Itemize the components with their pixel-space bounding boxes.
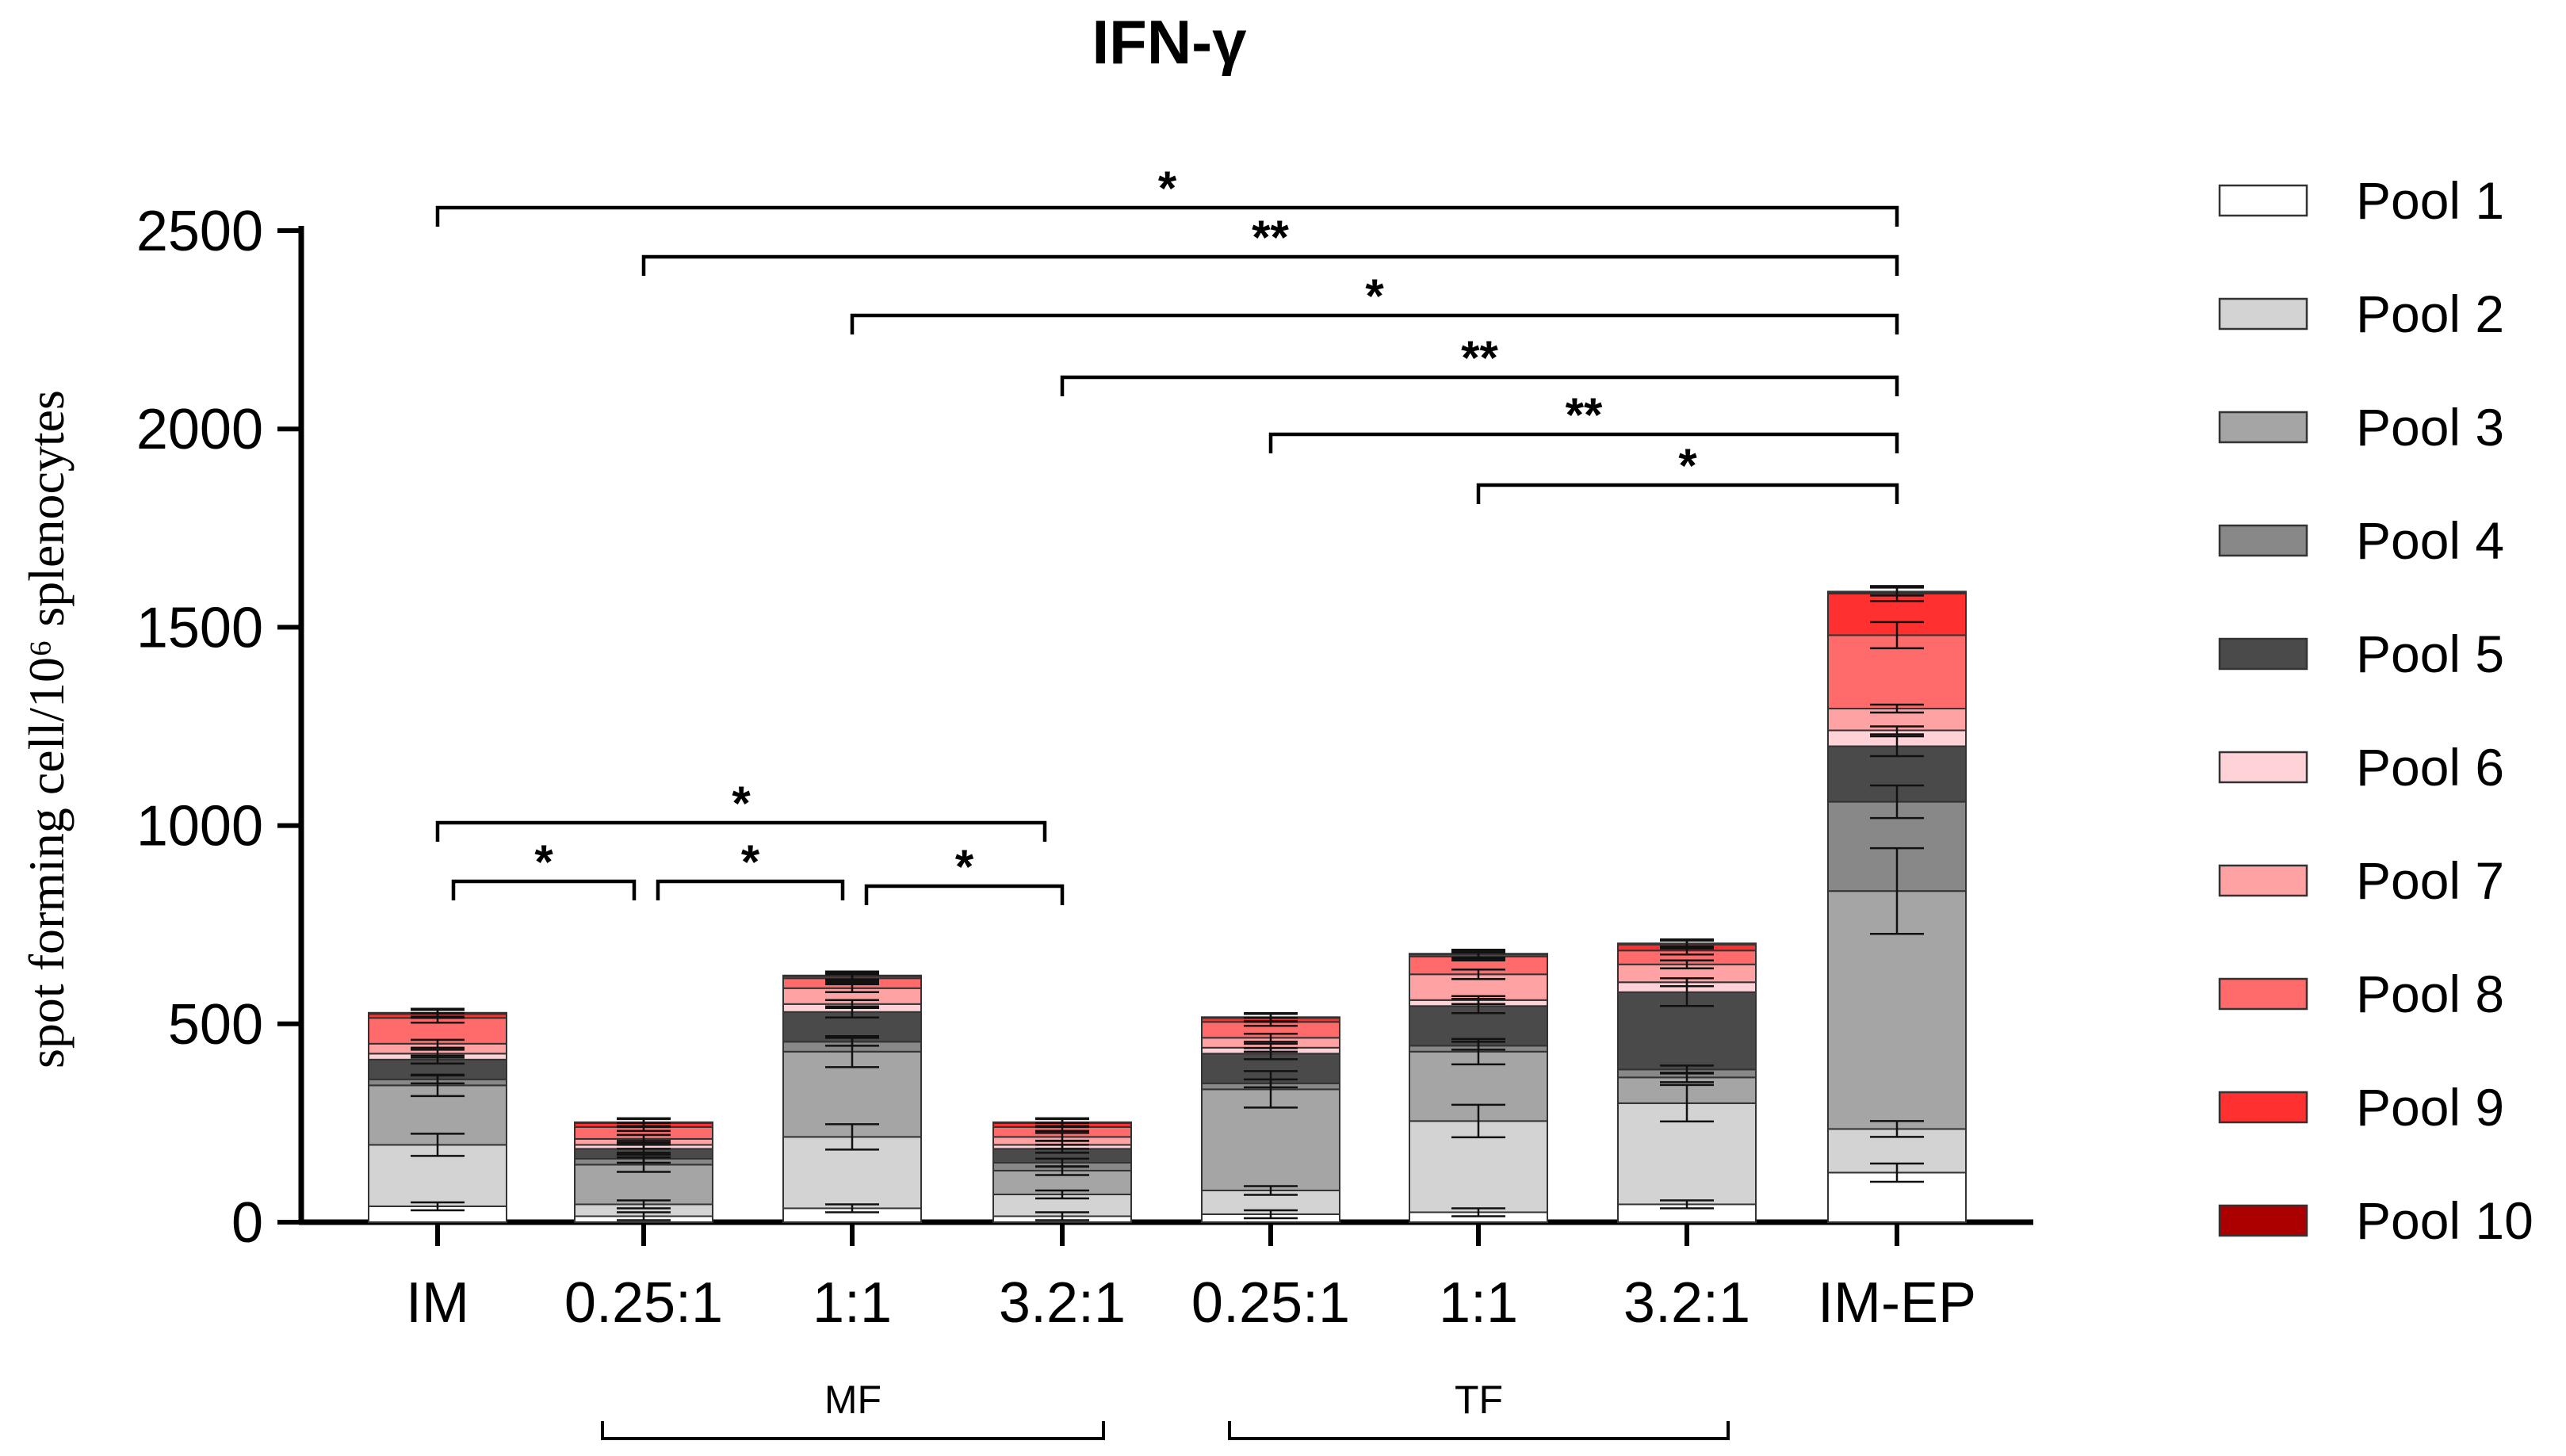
significance-bracket — [641, 254, 1899, 276]
significance-marker: * — [534, 835, 553, 889]
y-axis-label: spot forming cell/10⁶ splenocytes — [18, 390, 75, 1068]
bars — [368, 590, 1967, 1224]
y-tick-label: 1500 — [136, 596, 263, 659]
y-tick-label: 2500 — [136, 200, 263, 263]
significance-bracket — [451, 879, 637, 900]
legend-label: Pool 2 — [2356, 285, 2504, 343]
legend-swatch — [2218, 751, 2308, 784]
significance-bracket — [656, 879, 845, 900]
y-tick-label: 2000 — [136, 398, 263, 461]
x-tick-label: 0.25:1 — [564, 1271, 723, 1335]
legend-label: Pool 3 — [2356, 398, 2504, 457]
legend: Pool 1 Pool 2 Pool 3 Pool 4 Pool 5 Pool 6 Pool… — [2218, 171, 2533, 1250]
significance-marker: ** — [1461, 331, 1498, 384]
chart-title: IFN-γ — [1092, 7, 1248, 77]
significance-bracket — [435, 820, 1047, 842]
y-tick-label: 500 — [168, 993, 263, 1057]
significance-marker: * — [1158, 162, 1177, 215]
group-bracket — [1228, 1421, 1730, 1440]
x-tick-label: 1:1 — [813, 1271, 892, 1335]
significance-bracket — [1060, 375, 1899, 396]
legend-label: Pool 6 — [2356, 738, 2504, 797]
significance-marker: * — [955, 840, 974, 893]
significance-marker: * — [1678, 439, 1697, 492]
y-tick-label: 0 — [231, 1191, 263, 1255]
x-tick-label: 3.2:1 — [1623, 1271, 1750, 1335]
legend-label: Pool 8 — [2356, 965, 2504, 1023]
x-tick-label: IM-EP — [1818, 1271, 1976, 1335]
x-tick-label: 3.2:1 — [999, 1271, 1126, 1335]
x-tick-label: 1:1 — [1439, 1271, 1518, 1335]
legend-swatch — [2218, 297, 2308, 331]
legend-swatch — [2218, 637, 2308, 671]
significance-bracket — [1268, 432, 1899, 453]
x-tick-label: 0.25:1 — [1191, 1271, 1350, 1335]
legend-swatch — [2218, 524, 2308, 557]
significance-marker: * — [732, 777, 751, 830]
significance-bracket — [435, 205, 1899, 227]
group-bracket — [601, 1421, 1105, 1440]
legend-label: Pool 4 — [2356, 511, 2504, 570]
y-tick-label: 1000 — [136, 795, 263, 858]
legend-label: Pool 9 — [2356, 1078, 2504, 1137]
category-labels: IM 0.25:1 1:1 3.2:1 0.25:1 1:1 3.2:1 IM-EP MF TF — [406, 1271, 1976, 1440]
legend-swatch — [2218, 1204, 2308, 1237]
legend-swatch — [2218, 977, 2308, 1011]
significance-marker: ** — [1252, 211, 1289, 264]
legend-swatch — [2218, 864, 2308, 897]
group-label: TF — [1455, 1378, 1503, 1422]
group-label: MF — [824, 1378, 881, 1422]
significance-bracket — [864, 884, 1065, 905]
legend-label: Pool 5 — [2356, 625, 2504, 683]
significance-marker: ** — [1566, 388, 1603, 441]
legend-swatch — [2218, 1091, 2308, 1124]
x-tick-label: IM — [406, 1271, 469, 1335]
legend-label: Pool 1 — [2356, 171, 2504, 230]
significance-bracket — [850, 313, 1899, 334]
legend-label: Pool 10 — [2356, 1191, 2533, 1250]
significance-marker: * — [1365, 269, 1384, 323]
legend-swatch — [2218, 184, 2308, 217]
error-bars — [411, 585, 1924, 1221]
significance-brackets: *********** * * — [435, 162, 1899, 905]
axes: 0 500 1000 1500 2000 2500 — [136, 200, 2033, 1255]
significance-bracket — [1476, 483, 1899, 504]
significance-marker: * — [741, 835, 760, 889]
legend-label: Pool 7 — [2356, 851, 2504, 910]
legend-swatch — [2218, 411, 2308, 444]
